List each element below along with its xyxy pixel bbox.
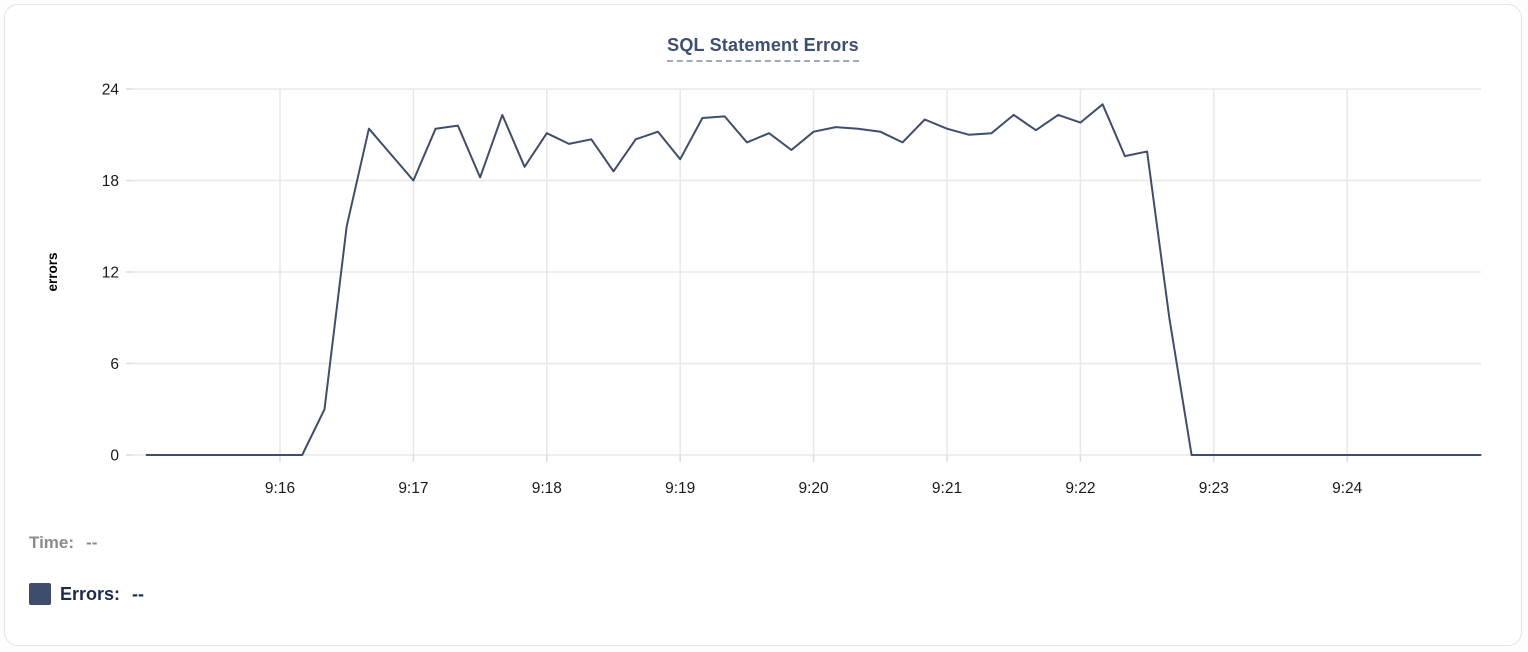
x-tick-label: 9:18 xyxy=(532,480,562,497)
x-tick-label: 9:21 xyxy=(932,480,962,497)
legend-errors-label: Errors: xyxy=(60,583,121,604)
legend-time-label: Time: xyxy=(29,533,75,552)
gridlines: 0 6 12 18 24 9:16 9:17 9:18 9:19 9:20 9:21 9:22 9:23… xyxy=(102,81,1481,497)
x-tick-label: 9:22 xyxy=(1065,480,1095,497)
chart-header: SQL Statement Errors xyxy=(5,35,1521,62)
y-tick-label: 24 xyxy=(102,81,120,98)
legend-errors-item[interactable]: Errors: -- xyxy=(29,583,144,605)
y-tick-label: 6 xyxy=(110,356,119,373)
y-tick-label: 12 xyxy=(102,264,119,281)
legend-errors-value: -- xyxy=(132,583,145,604)
y-axis-title: errors xyxy=(45,252,60,291)
x-tick-label: 9:19 xyxy=(665,480,695,497)
legend-time-value: -- xyxy=(86,533,98,552)
chart-title[interactable]: SQL Statement Errors xyxy=(667,35,859,62)
legend-time-row: Time: -- xyxy=(29,533,97,553)
chart-card: SQL Statement Errors 0 6 12 18 24 9:16 9:17 9:1… xyxy=(4,4,1522,646)
x-tick-label: 9:24 xyxy=(1332,480,1363,497)
y-tick-label: 0 xyxy=(110,447,119,464)
x-tick-label: 9:16 xyxy=(265,480,295,497)
x-tick-label: 9:23 xyxy=(1199,480,1229,497)
errors-line xyxy=(145,103,1482,456)
errors-series-swatch xyxy=(29,583,51,605)
x-tick-label: 9:20 xyxy=(799,480,830,497)
errors-chart-canvas[interactable]: 0 6 12 18 24 9:16 9:17 9:18 9:19 9:20 9:21 9:22 9:23… xyxy=(5,65,1522,515)
x-tick-label: 9:17 xyxy=(398,480,428,497)
y-tick-label: 18 xyxy=(102,173,119,190)
